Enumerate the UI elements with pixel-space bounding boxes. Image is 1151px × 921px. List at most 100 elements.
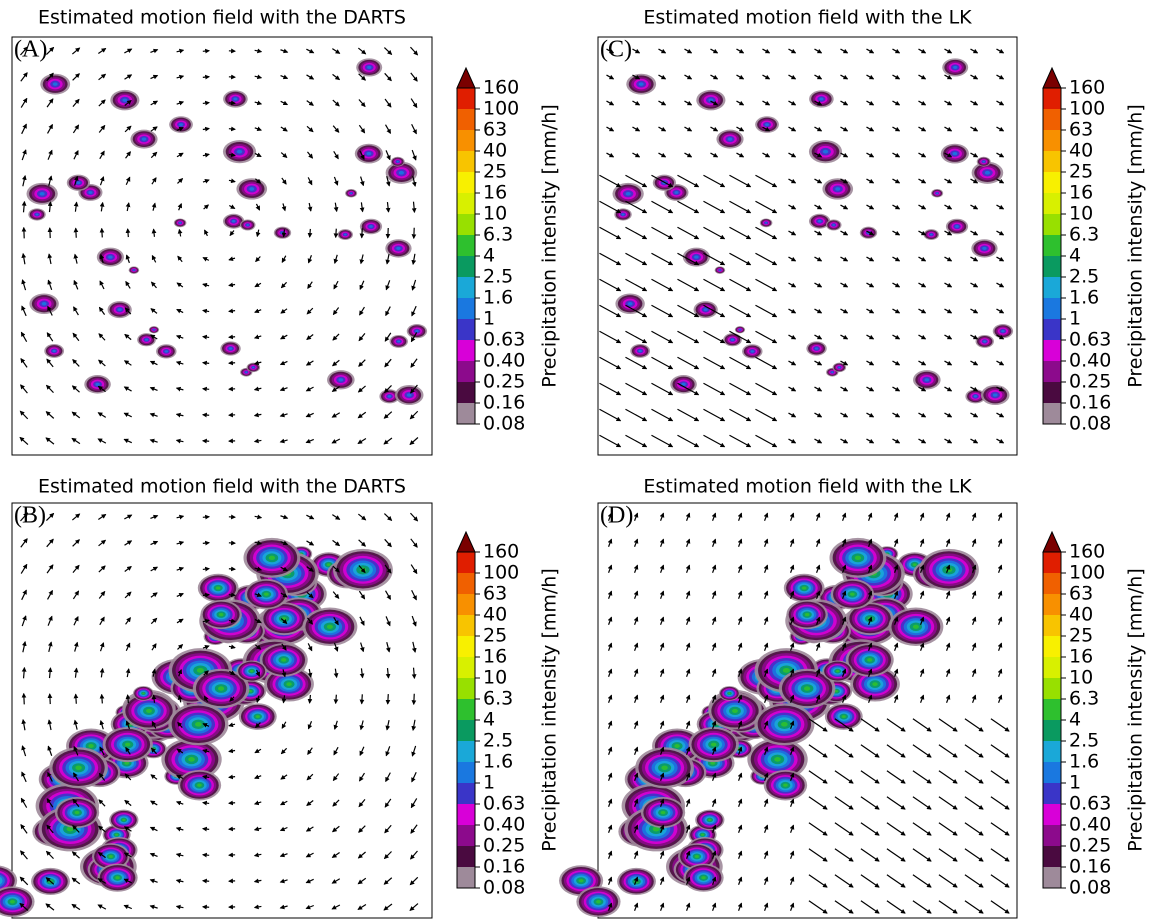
motion-vector	[359, 254, 365, 265]
motion-vector	[685, 538, 691, 547]
motion-vector	[996, 256, 1005, 262]
motion-vector	[228, 152, 236, 158]
motion-vector	[357, 903, 367, 911]
motion-vector	[711, 772, 717, 781]
motion-vector	[755, 252, 778, 266]
motion-vector	[763, 512, 769, 521]
motion-vector	[892, 126, 901, 132]
motion-vector	[47, 175, 53, 187]
motion-vector	[98, 825, 106, 833]
motion-vector	[333, 642, 339, 652]
precip-cell	[39, 191, 45, 196]
motion-vector	[307, 747, 313, 755]
motion-vector	[606, 74, 615, 80]
precip-cell	[195, 721, 202, 727]
motion-vector	[202, 152, 210, 158]
motion-vector	[677, 382, 700, 396]
motion-vector	[151, 720, 157, 729]
motion-vector	[359, 772, 365, 782]
colorbar-extend	[1042, 530, 1062, 553]
precip-cell	[245, 371, 248, 373]
motion-vector	[305, 878, 314, 884]
motion-vector	[918, 126, 927, 132]
motion-vector	[737, 590, 743, 599]
precip-cell	[286, 682, 292, 687]
colorbar-tick-label: 16	[483, 646, 507, 668]
precip-cell	[992, 393, 998, 397]
motion-vector	[711, 642, 717, 651]
motion-vector	[358, 799, 366, 808]
motion-vector	[254, 100, 263, 106]
motion-vector	[659, 616, 665, 625]
motion-vector	[970, 230, 979, 236]
precip-cell	[228, 347, 233, 350]
motion-vector	[333, 176, 339, 186]
motion-vector	[814, 74, 823, 80]
motion-vector	[789, 668, 795, 677]
motion-vector	[71, 903, 81, 911]
precip-cell	[76, 181, 81, 185]
motion-vector	[149, 904, 158, 910]
motion-vector	[73, 201, 79, 212]
motion-vector	[175, 438, 184, 444]
motion-vector	[73, 641, 79, 652]
motion-vector	[893, 590, 899, 599]
colorbar-tick-label: 10	[1069, 203, 1093, 225]
motion-vector	[762, 152, 771, 158]
precip-cell	[703, 308, 708, 312]
motion-vector	[633, 564, 639, 573]
motion-vector	[359, 616, 365, 626]
motion-vector	[736, 100, 745, 106]
motion-vector	[685, 590, 691, 599]
motion-vector	[73, 667, 79, 678]
motion-vector	[997, 512, 1003, 521]
motion-vector	[279, 904, 288, 910]
motion-vector	[72, 825, 80, 833]
motion-vector	[21, 589, 27, 601]
motion-vector	[755, 200, 778, 214]
motion-vector	[625, 434, 648, 448]
motion-vector	[254, 178, 262, 184]
motion-vector	[21, 279, 27, 291]
motion-vector	[359, 306, 365, 316]
motion-vector	[606, 152, 615, 158]
motion-vector	[202, 308, 210, 314]
motion-vector	[892, 100, 901, 106]
precip-cell	[66, 826, 74, 832]
precip-cell	[984, 170, 991, 175]
motion-vector	[98, 772, 106, 781]
motion-vector	[729, 174, 752, 188]
motion-vector	[281, 721, 287, 729]
motion-vector	[384, 590, 392, 601]
colorbar-tick-label: 1	[483, 772, 495, 794]
motion-vector	[203, 695, 209, 703]
motion-vector	[202, 852, 210, 858]
motion-vector	[21, 745, 27, 757]
motion-vector	[763, 668, 769, 677]
motion-vector	[306, 48, 315, 54]
colorbar-segment	[1043, 720, 1061, 741]
colorbar-segment	[457, 235, 475, 256]
colorbar-tick-label: 2.5	[1069, 730, 1099, 752]
motion-vector	[945, 642, 951, 651]
colorbar-segment	[457, 130, 475, 151]
motion-vector	[944, 100, 953, 106]
motion-vector	[176, 152, 184, 158]
motion-vector	[21, 123, 27, 135]
motion-vector	[47, 641, 53, 653]
colorbar-segment	[457, 552, 475, 573]
motion-vector	[893, 538, 899, 547]
motion-vector	[840, 178, 849, 184]
motion-vector	[633, 772, 639, 781]
precip-cell	[732, 708, 738, 713]
motion-vector	[279, 826, 288, 832]
motion-vector	[971, 668, 977, 677]
colorbar-tick-label: 6.3	[483, 688, 513, 710]
motion-vector	[71, 877, 81, 885]
precip-cell	[263, 592, 269, 596]
motion-vector	[867, 668, 873, 677]
motion-vector	[599, 330, 622, 344]
motion-vector	[46, 72, 54, 82]
motion-vector	[599, 252, 622, 266]
